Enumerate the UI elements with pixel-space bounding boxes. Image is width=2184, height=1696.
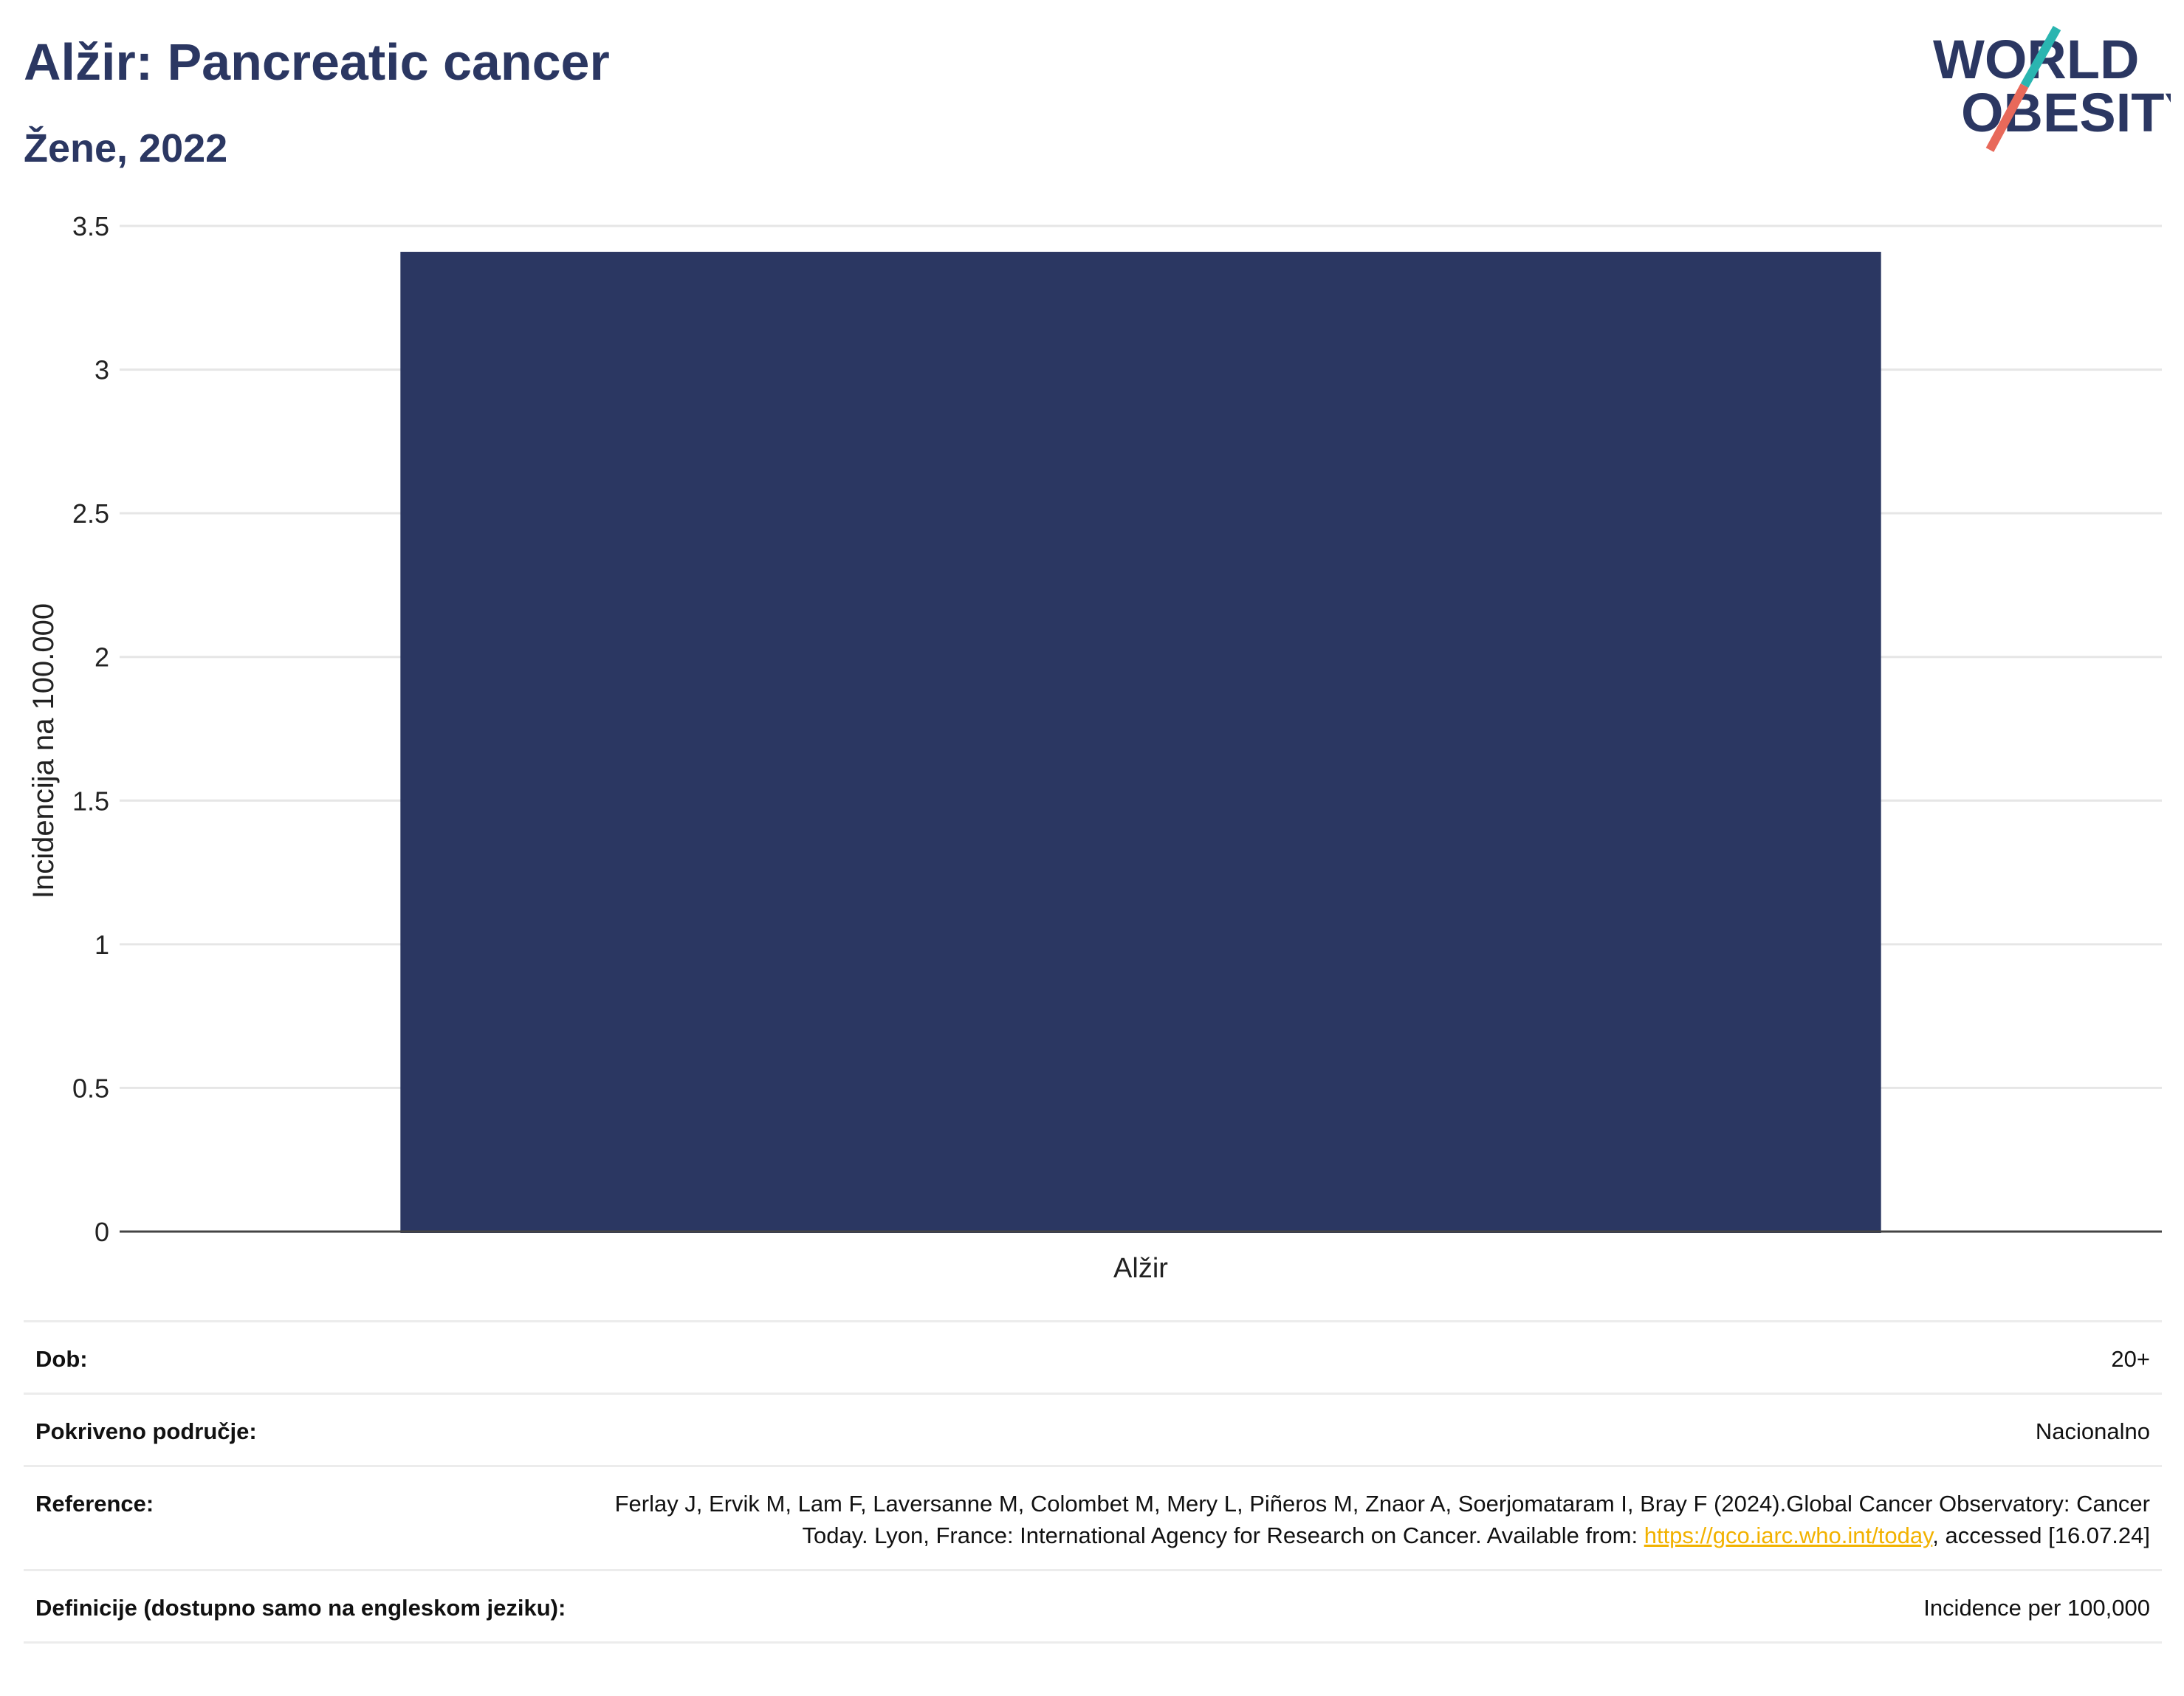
bar <box>400 252 1881 1234</box>
coverage-label: Pokriveno područje: <box>35 1418 257 1444</box>
info-row-age: Dob: 20+ <box>24 1320 2162 1393</box>
chart-subtitle: Žene, 2022 <box>24 126 228 171</box>
age-value: 20+ <box>2111 1346 2150 1372</box>
world-obesity-logo: WORLD OBESITY <box>1933 26 2171 152</box>
y-tick-label: 2.5 <box>72 498 109 529</box>
y-tick-label: 1 <box>95 930 109 960</box>
y-tick-labels: 0 0.5 1 1.5 2 2.5 3 3.5 <box>72 211 109 1247</box>
definition-label: Definicije (dostupno samo na engleskom j… <box>35 1595 566 1621</box>
y-tick-label: 2 <box>95 642 109 673</box>
info-row-reference: Reference: Ferlay J, Ervik M, Lam F, Lav… <box>24 1465 2162 1569</box>
bars <box>400 252 1881 1234</box>
info-table: Dob: 20+ Pokriveno područje: Nacionalno … <box>24 1320 2162 1644</box>
bar-chart: 0 0.5 1 1.5 2 2.5 3 3.5 Alžir Incidencija na 10… <box>27 211 2162 1284</box>
logo-slash-top <box>2020 26 2061 88</box>
y-tick-label: 3.5 <box>72 211 109 241</box>
y-tick-label: 0.5 <box>72 1073 109 1103</box>
y-tick-label: 1.5 <box>72 786 109 816</box>
reference-link[interactable]: https://gco.iarc.who.int/today <box>1644 1522 1933 1548</box>
age-label: Dob: <box>35 1346 88 1372</box>
info-row-definition: Definicije (dostupno samo na engleskom j… <box>24 1569 2162 1644</box>
coverage-value: Nacionalno <box>2035 1418 2150 1444</box>
x-tick-labels: Alžir <box>1113 1253 1168 1284</box>
info-row-coverage: Pokriveno područje: Nacionalno <box>24 1393 2162 1465</box>
logo-word-obesity: OBESITY <box>1961 82 2171 143</box>
reference-label: Reference: <box>35 1491 154 1517</box>
x-tick-label: Alžir <box>1113 1253 1168 1284</box>
reference-text: Ferlay J, Ervik M, Lam F, Laversanne M, … <box>614 1491 2150 1548</box>
y-tick-label: 0 <box>95 1217 109 1247</box>
y-tick-label: 3 <box>95 355 109 385</box>
logo-slash-bottom <box>1985 83 2029 152</box>
y-axis-label: Incidencija na 100.000 <box>27 603 60 899</box>
reference-suffix: , accessed [16.07.24] <box>1932 1522 2150 1548</box>
reference-value: Ferlay J, Ervik M, Lam F, Laversanne M, … <box>614 1488 2150 1551</box>
chart-title: Alžir: Pancreatic cancer <box>24 33 610 91</box>
definition-value: Incidence per 100,000 <box>1923 1595 2150 1621</box>
